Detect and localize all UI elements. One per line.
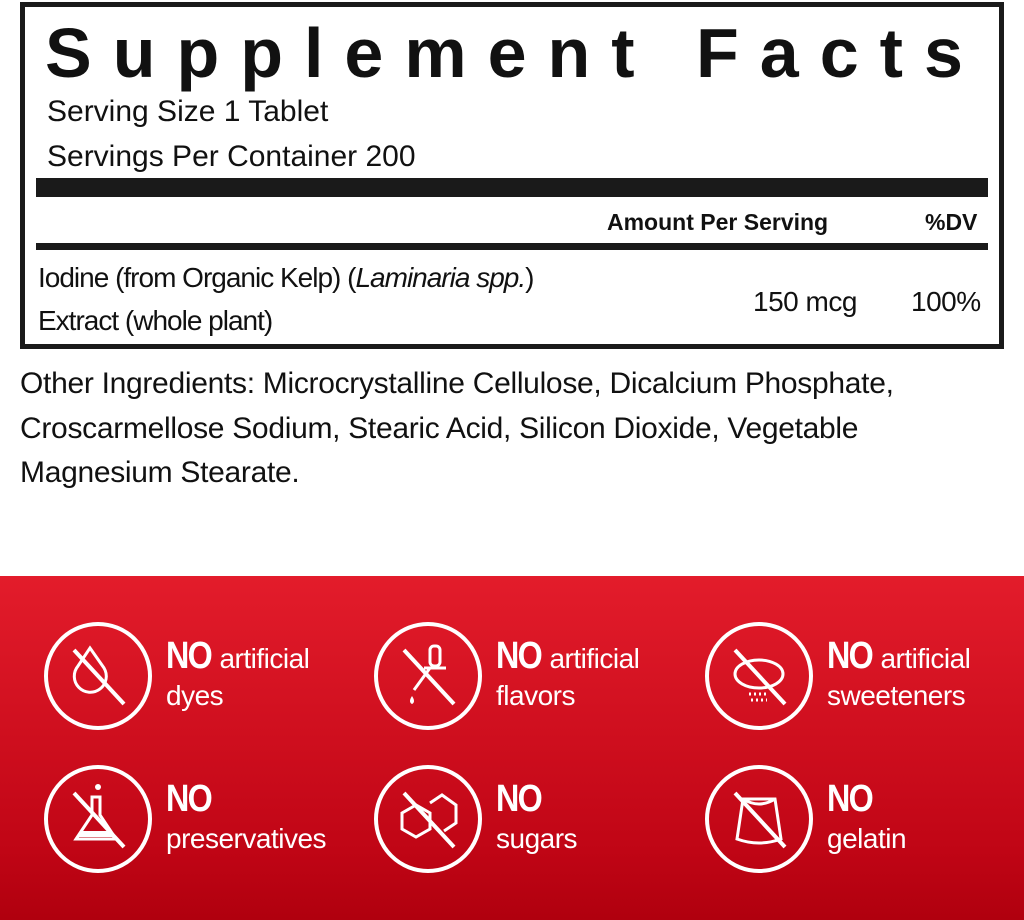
no-flask-icon	[44, 765, 152, 873]
supplement-facts-panel: Supplement Facts Serving Size 1 Tablet S…	[20, 2, 1004, 349]
claim-label: flavors	[496, 680, 575, 711]
claim-label: sugars	[496, 823, 578, 854]
servings-per-container: Servings Per Container 200	[47, 140, 416, 173]
claim-dyes: NO artificial dyes	[42, 620, 310, 732]
ingredient-species: Laminaria spp.	[355, 262, 526, 293]
claim-gelatin: NO gelatin	[703, 763, 907, 875]
claim-preservatives: NO preservatives	[42, 763, 327, 875]
ingredient-amount: 150 mcg	[753, 286, 857, 317]
panel-title: Supplement Facts	[45, 14, 984, 92]
no-sugar-cubes-icon	[374, 765, 482, 873]
ingredient-prefix: Iodine (from Organic Kelp) (	[38, 262, 356, 293]
claim-label: dyes	[166, 680, 224, 711]
other-ingredients: Other Ingredients: Microcrystalline Cell…	[20, 367, 894, 489]
claim-no: NO	[496, 635, 543, 677]
free-from-banner	[0, 576, 1024, 920]
amount-header: Amount Per Serving	[607, 209, 829, 235]
thin-divider	[36, 243, 988, 250]
thick-divider	[36, 178, 988, 197]
no-gelatin-icon	[705, 765, 813, 873]
claim-qualifier: artificial	[219, 643, 310, 674]
no-sweetener-icon	[705, 622, 813, 730]
claim-no: NO	[496, 778, 543, 820]
claim-label: preservatives	[166, 823, 327, 854]
claim-no: NO	[166, 635, 213, 677]
claim-label: gelatin	[827, 823, 907, 854]
claim-flavors: NO artificial flavors	[372, 620, 640, 732]
no-dye-drop-icon	[44, 622, 152, 730]
ingredient-dv: 100%	[911, 286, 981, 317]
serving-size: Serving Size 1 Tablet	[47, 95, 329, 128]
claim-label: sweeteners	[827, 680, 966, 711]
claim-no: NO	[166, 778, 213, 820]
claim-sweeteners: NO artificial sweeteners	[703, 620, 971, 732]
claim-qualifier: artificial	[880, 643, 971, 674]
claim-sugars: NO sugars	[372, 763, 578, 875]
claim-qualifier: artificial	[549, 643, 640, 674]
ingredient-suffix: )	[525, 262, 534, 293]
dv-header: %DV	[925, 209, 978, 235]
claim-no: NO	[827, 635, 874, 677]
no-dropper-icon	[374, 622, 482, 730]
ingredient-name: Iodine (from Organic Kelp) (Laminaria sp…	[38, 262, 534, 294]
claim-no: NO	[827, 778, 874, 820]
ingredient-name-line2: Extract (whole plant)	[38, 305, 273, 336]
